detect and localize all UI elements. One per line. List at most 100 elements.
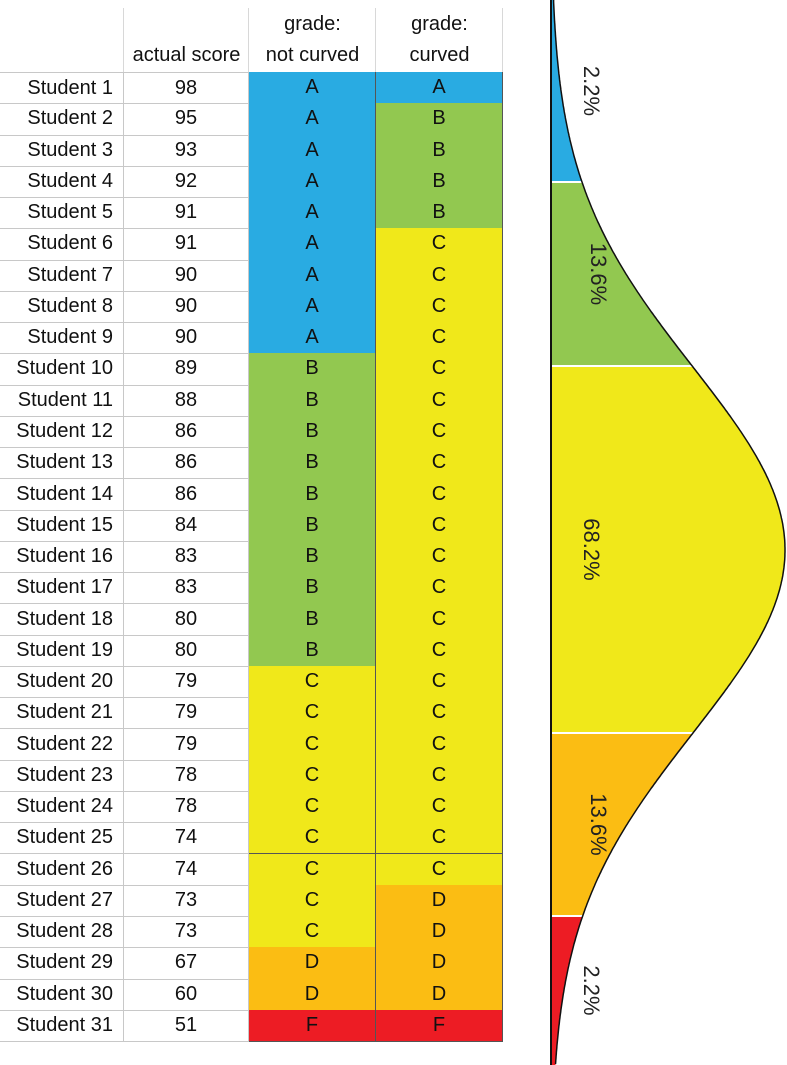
curve-segment bbox=[551, 916, 583, 1065]
grade: C bbox=[376, 697, 503, 730]
column-divider bbox=[248, 8, 249, 72]
grade: C bbox=[249, 884, 376, 917]
student-name: Student 5 bbox=[0, 197, 124, 230]
grade: B bbox=[249, 447, 376, 480]
curve-outline bbox=[552, 0, 786, 1065]
score: 84 bbox=[124, 509, 249, 542]
student-name: Student 22 bbox=[0, 728, 124, 761]
grade: A bbox=[249, 197, 376, 230]
score: 80 bbox=[124, 634, 249, 667]
grade: C bbox=[249, 759, 376, 792]
grade: B bbox=[249, 478, 376, 511]
student-name: Student 2 bbox=[0, 103, 124, 136]
score: 83 bbox=[124, 572, 249, 605]
header-line: actual score bbox=[132, 44, 241, 66]
curve-segment bbox=[551, 366, 785, 733]
curve-segment bbox=[551, 0, 582, 182]
grade: D bbox=[376, 978, 503, 1011]
score: 67 bbox=[124, 947, 249, 980]
score: 98 bbox=[124, 72, 249, 105]
score: 78 bbox=[124, 790, 249, 824]
segment-label: 2.2% bbox=[579, 965, 604, 1015]
grade: A bbox=[249, 322, 376, 355]
grade: B bbox=[376, 103, 503, 136]
score: 95 bbox=[124, 103, 249, 136]
grade: A bbox=[376, 72, 503, 105]
grade: C bbox=[376, 415, 503, 449]
column-divider bbox=[502, 8, 503, 72]
grade: A bbox=[249, 228, 376, 261]
score: 91 bbox=[124, 197, 249, 230]
grade: F bbox=[249, 1009, 376, 1043]
student-name: Student 29 bbox=[0, 947, 124, 980]
grade: C bbox=[376, 322, 503, 355]
grade: C bbox=[249, 853, 376, 886]
score: 86 bbox=[124, 415, 249, 449]
grade: A bbox=[249, 290, 376, 324]
grade: C bbox=[376, 634, 503, 667]
grade: C bbox=[376, 447, 503, 480]
grade: C bbox=[376, 228, 503, 261]
score: 92 bbox=[124, 165, 249, 199]
student-name: Student 24 bbox=[0, 790, 124, 824]
grade: C bbox=[249, 665, 376, 699]
grade: C bbox=[376, 728, 503, 761]
student-name: Student 3 bbox=[0, 134, 124, 167]
score: 78 bbox=[124, 759, 249, 792]
grade: B bbox=[249, 634, 376, 667]
score: 73 bbox=[124, 884, 249, 917]
student-name: Student 23 bbox=[0, 759, 124, 792]
grade: C bbox=[249, 822, 376, 855]
student-name: Student 7 bbox=[0, 259, 124, 292]
score: 60 bbox=[124, 978, 249, 1011]
score: 74 bbox=[124, 822, 249, 855]
grade: F bbox=[376, 1009, 503, 1043]
student-name: Student 13 bbox=[0, 447, 124, 480]
column-divider bbox=[123, 8, 124, 72]
student-name: Student 25 bbox=[0, 822, 124, 855]
grade: C bbox=[376, 259, 503, 292]
student-name: Student 8 bbox=[0, 290, 124, 324]
student-name: Student 28 bbox=[0, 916, 124, 949]
score: 51 bbox=[124, 1009, 249, 1043]
grade: C bbox=[376, 572, 503, 605]
grade: C bbox=[376, 290, 503, 324]
header-line: grade: bbox=[411, 13, 468, 35]
segment-label: 13.6% bbox=[586, 243, 611, 305]
grade: C bbox=[376, 853, 503, 886]
grade: C bbox=[376, 822, 503, 855]
grade: B bbox=[249, 603, 376, 636]
student-name: Student 21 bbox=[0, 697, 124, 730]
student-name: Student 30 bbox=[0, 978, 124, 1011]
student-name: Student 19 bbox=[0, 634, 124, 667]
grade: C bbox=[249, 916, 376, 949]
score: 90 bbox=[124, 259, 249, 292]
score: 74 bbox=[124, 853, 249, 886]
grade: D bbox=[376, 884, 503, 917]
grade: C bbox=[376, 665, 503, 699]
score: 79 bbox=[124, 665, 249, 699]
segment-label: 13.6% bbox=[586, 793, 611, 855]
student-name: Student 10 bbox=[0, 353, 124, 386]
student-name: Student 20 bbox=[0, 665, 124, 699]
grade: C bbox=[249, 790, 376, 824]
grade: B bbox=[376, 197, 503, 230]
student-name: Student 12 bbox=[0, 415, 124, 449]
grade: A bbox=[249, 165, 376, 199]
student-name: Student 16 bbox=[0, 540, 124, 574]
column-divider bbox=[375, 8, 376, 72]
student-name: Student 15 bbox=[0, 509, 124, 542]
student-name: Student 1 bbox=[0, 72, 124, 105]
grade: C bbox=[376, 603, 503, 636]
grade: B bbox=[249, 540, 376, 574]
student-name: Student 26 bbox=[0, 853, 124, 886]
score: 93 bbox=[124, 134, 249, 167]
student-name: Student 18 bbox=[0, 603, 124, 636]
grade: A bbox=[249, 103, 376, 136]
score: 79 bbox=[124, 728, 249, 761]
segment-label: 68.2% bbox=[579, 518, 604, 580]
student-name: Student 4 bbox=[0, 165, 124, 199]
grade: D bbox=[376, 947, 503, 980]
grade: C bbox=[376, 384, 503, 417]
